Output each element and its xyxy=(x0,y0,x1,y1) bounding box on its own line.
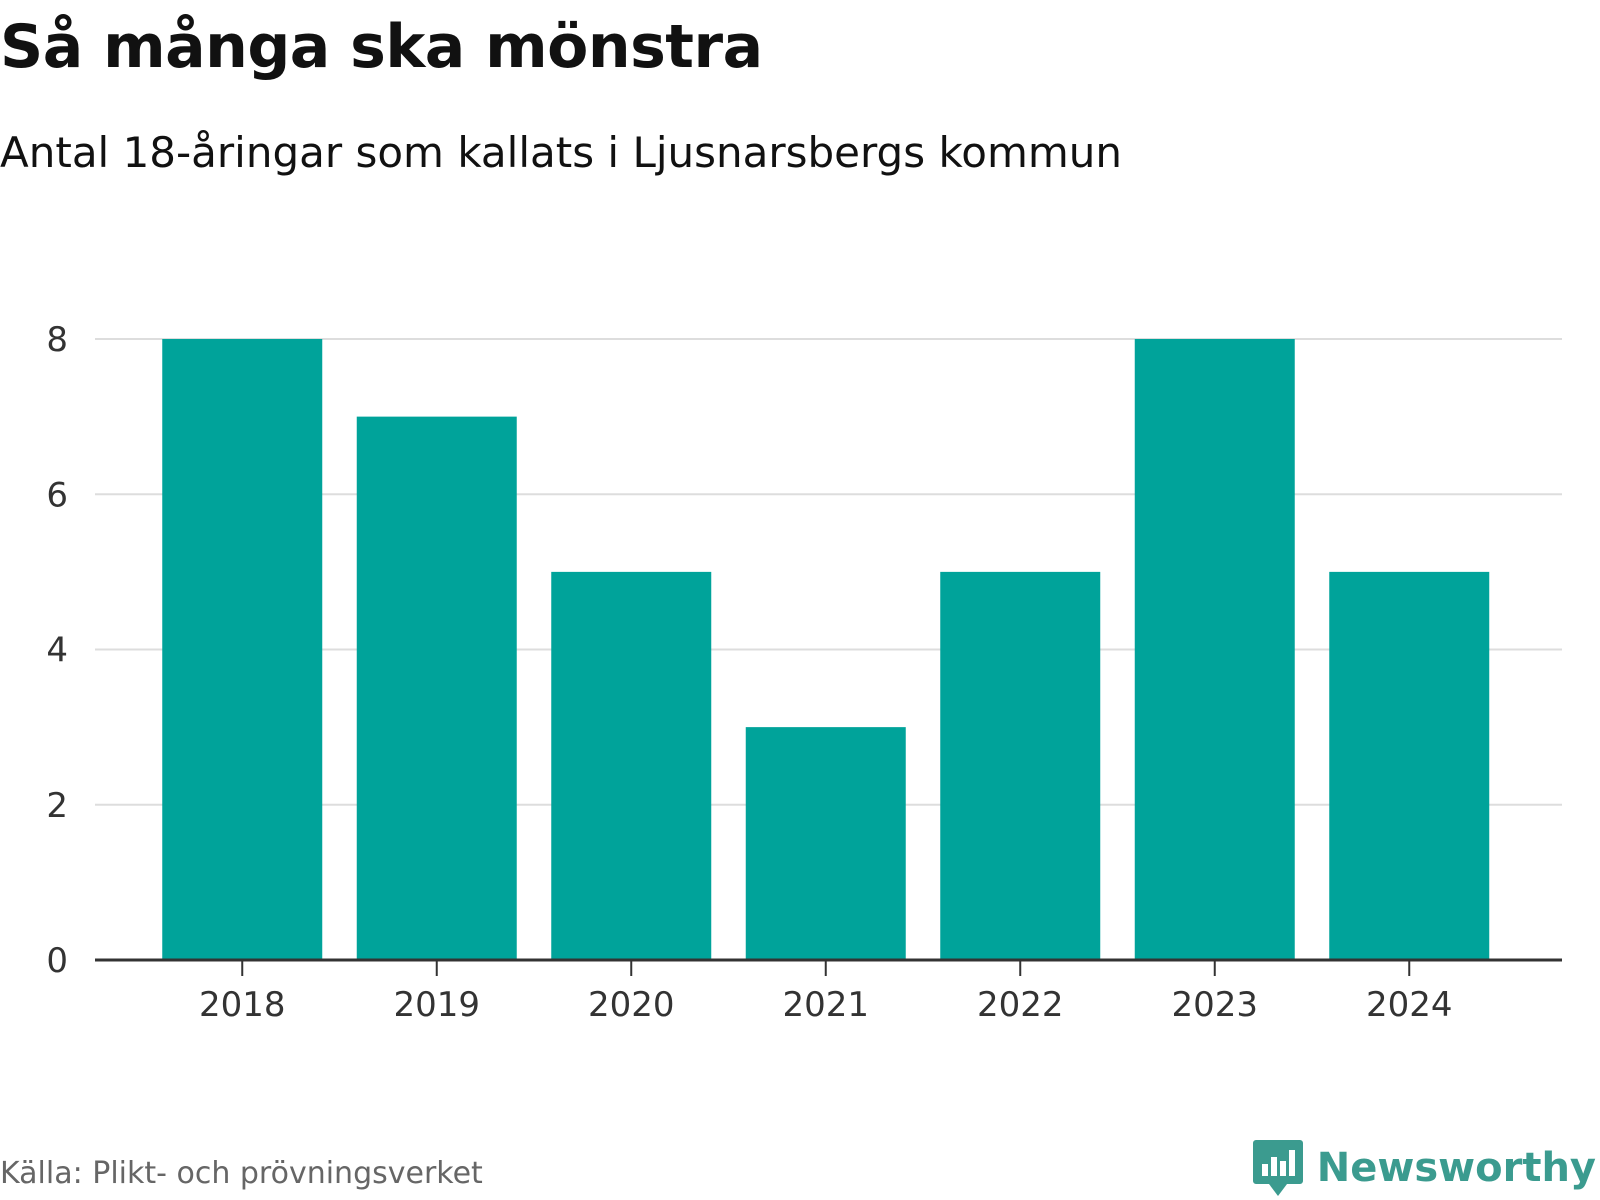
brand-name: Newsworthy xyxy=(1316,1145,1596,1191)
bar-2018 xyxy=(162,339,323,960)
x-tick-label: 2018 xyxy=(199,985,286,1025)
x-tick-label: 2019 xyxy=(393,985,480,1025)
y-tick-label: 4 xyxy=(46,631,68,671)
bar-2021 xyxy=(745,727,906,960)
bars xyxy=(162,339,1490,960)
y-tick-label: 8 xyxy=(46,320,68,360)
bar-2022 xyxy=(940,571,1101,960)
bar-2019 xyxy=(356,416,517,960)
y-tick-label: 2 xyxy=(46,786,68,826)
bar-2024 xyxy=(1329,571,1490,960)
x-tick-label: 2020 xyxy=(588,985,675,1025)
brand-logo: Newsworthy xyxy=(1252,1140,1596,1196)
newsworthy-logo-icon xyxy=(1252,1140,1303,1196)
y-axis-ticks: 0 2 4 6 8 xyxy=(46,320,68,981)
x-tick-label: 2021 xyxy=(782,985,869,1025)
x-tick-label: 2023 xyxy=(1171,985,1258,1025)
y-tick-label: 0 xyxy=(46,941,68,981)
x-tick-label: 2022 xyxy=(977,985,1064,1025)
bar-2023 xyxy=(1134,339,1295,960)
bar-2020 xyxy=(551,571,712,960)
y-tick-label: 6 xyxy=(46,475,68,515)
source-note: Källa: Plikt- och prövningsverket xyxy=(0,1156,483,1191)
x-axis-ticks: 2018 2019 2020 2021 2022 2023 2024 xyxy=(199,960,1453,1025)
chart-title: Så många ska mönstra xyxy=(0,12,763,82)
x-tick-label: 2024 xyxy=(1366,985,1453,1025)
chart-subtitle: Antal 18-åringar som kallats i Ljusnarsb… xyxy=(0,128,1123,177)
